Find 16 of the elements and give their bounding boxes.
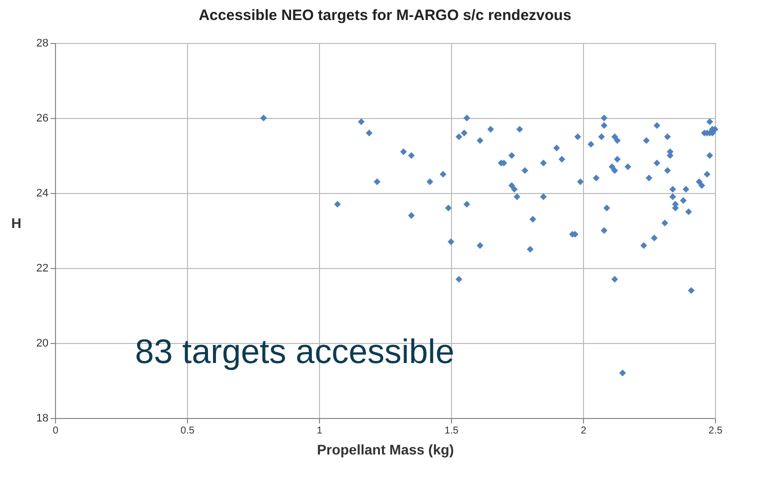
chart-title: Accessible NEO targets for M-ARGO s/c rendezvous [198,7,572,24]
y-tick-label: 22 [36,262,48,274]
x-tick-label: 0 [52,426,59,436]
y-tick-label: 28 [36,38,48,50]
x-tick-label: 1 [316,426,323,436]
annotation: 83 targets accessible [135,333,454,371]
x-tick-label: 0.5 [180,426,195,436]
y-tick-label: 20 [36,338,48,350]
x-tick-label: 1.5 [444,426,459,436]
x-tick-label: 2 [580,426,587,436]
x-axis-title: Propellant Mass (kg) [317,442,454,458]
x-tick-label: 2.5 [708,426,723,436]
y-tick-label: 24 [36,188,48,200]
y-axis-title: H [11,215,22,231]
y-tick-label: 18 [36,412,48,424]
y-tick-label: 26 [36,112,48,124]
